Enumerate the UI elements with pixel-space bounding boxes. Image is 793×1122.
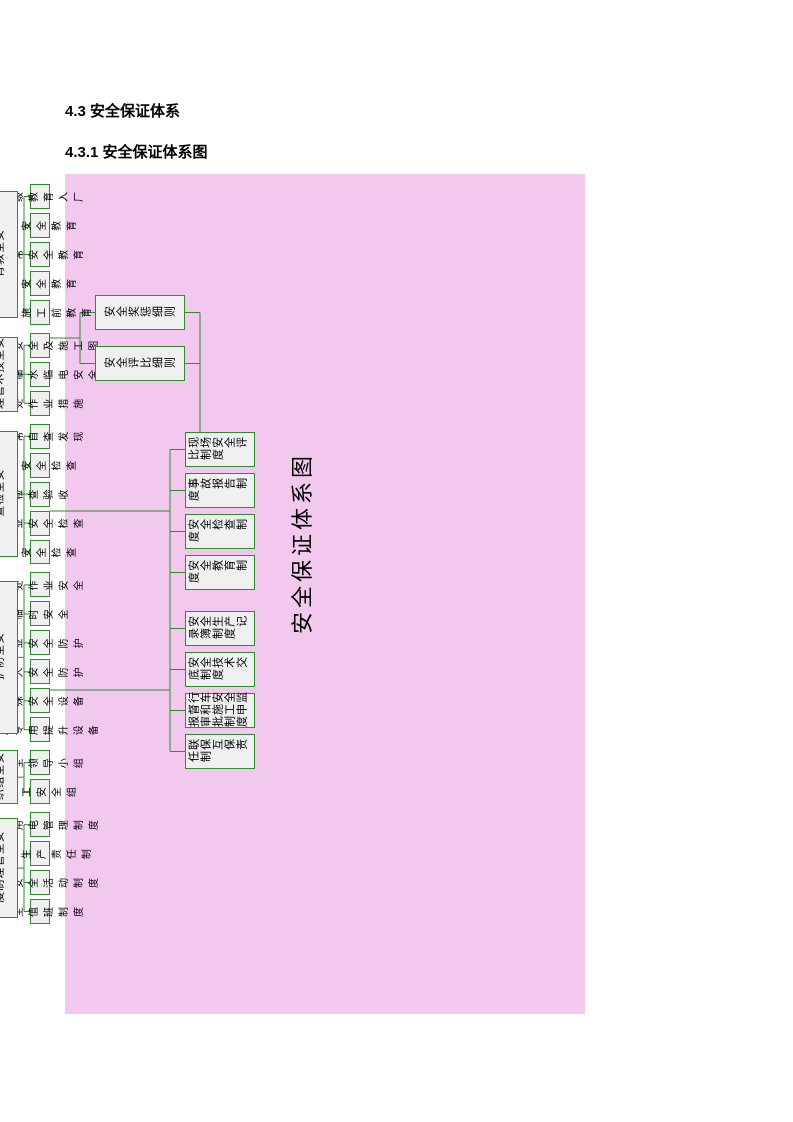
- leaf-node: 检查验收: [30, 482, 50, 507]
- leaf-node: 制定临水临电安全: [30, 362, 50, 387]
- leaf-node: 安全用电管理制度: [30, 812, 50, 837]
- bottom-right-node: 安全评比细则: [95, 346, 185, 381]
- bottom-left-node: 安全生产记录簿制度: [185, 611, 255, 646]
- diagram-title: 安全保证体系图: [285, 452, 317, 634]
- bottom-right-node: 安全奖惩细则: [95, 295, 185, 330]
- leaf-node: 交底安全及施工图: [30, 333, 50, 358]
- leaf-node: 作业安全防护: [30, 630, 50, 655]
- category-node: 安全检查: [0, 431, 18, 558]
- leaf-node: 日常自查发现: [30, 424, 50, 449]
- leaf-node: 个人安全防护: [30, 659, 50, 684]
- leaf-node: 职工安全组: [30, 779, 50, 804]
- bottom-mid-node: 安全教育制度: [185, 555, 255, 590]
- diagram-container: 安全生产领导小组安全值班制度班组安全活动制度安全生产责任制安全用电管理制度安全管…: [65, 174, 585, 1014]
- leaf-node: 安全领导小组: [30, 750, 50, 775]
- category-node: 安全管理制度: [0, 818, 18, 919]
- bottom-left-node: 联保互保责任制: [185, 734, 255, 769]
- category-node: 安全技术管理: [0, 337, 18, 412]
- bottom-left-node: 安全技术交底制度: [185, 652, 255, 687]
- category-node: 安全防护: [0, 581, 18, 734]
- leaf-node: 季节施工前教育: [30, 300, 50, 325]
- leaf-node: 临时安全: [30, 601, 50, 626]
- leaf-node: 高处作业措施: [30, 391, 50, 416]
- leaf-node: 安全生产责任制: [30, 841, 50, 866]
- leaf-node: 特殊安全设备: [30, 688, 50, 713]
- leaf-node: 周安全教育: [30, 213, 50, 238]
- subsection-heading: 4.3.1 安全保证体系图: [65, 141, 728, 162]
- category-node: 安全组织: [0, 750, 18, 804]
- bottom-left-node: 行车安全监督和施工申报审批制度: [185, 693, 255, 728]
- section-heading: 4.3 安全保证体系: [65, 100, 728, 121]
- leaf-node: 日常安全教育: [30, 242, 50, 267]
- leaf-node: 安全值班制度: [30, 899, 50, 924]
- bottom-mid-node: 安全检查制度: [185, 514, 255, 549]
- leaf-node: 周安全检查: [30, 453, 50, 478]
- leaf-node: 专业安全检查: [30, 511, 50, 536]
- leaf-node: 三级教育入厂: [30, 184, 50, 209]
- leaf-node: 使用专用提升设备: [30, 717, 50, 742]
- leaf-node: 季安全检查: [30, 540, 50, 565]
- bottom-mid-node: 事故报告制度: [185, 473, 255, 508]
- leaf-node: 班组安全活动制度: [30, 870, 50, 895]
- leaf-node: 高处作业安全: [30, 573, 50, 598]
- bottom-mid-node: 现场安全评比制度: [185, 432, 255, 467]
- category-node: 安全教育: [0, 191, 18, 318]
- leaf-node: 全安全教育: [30, 271, 50, 296]
